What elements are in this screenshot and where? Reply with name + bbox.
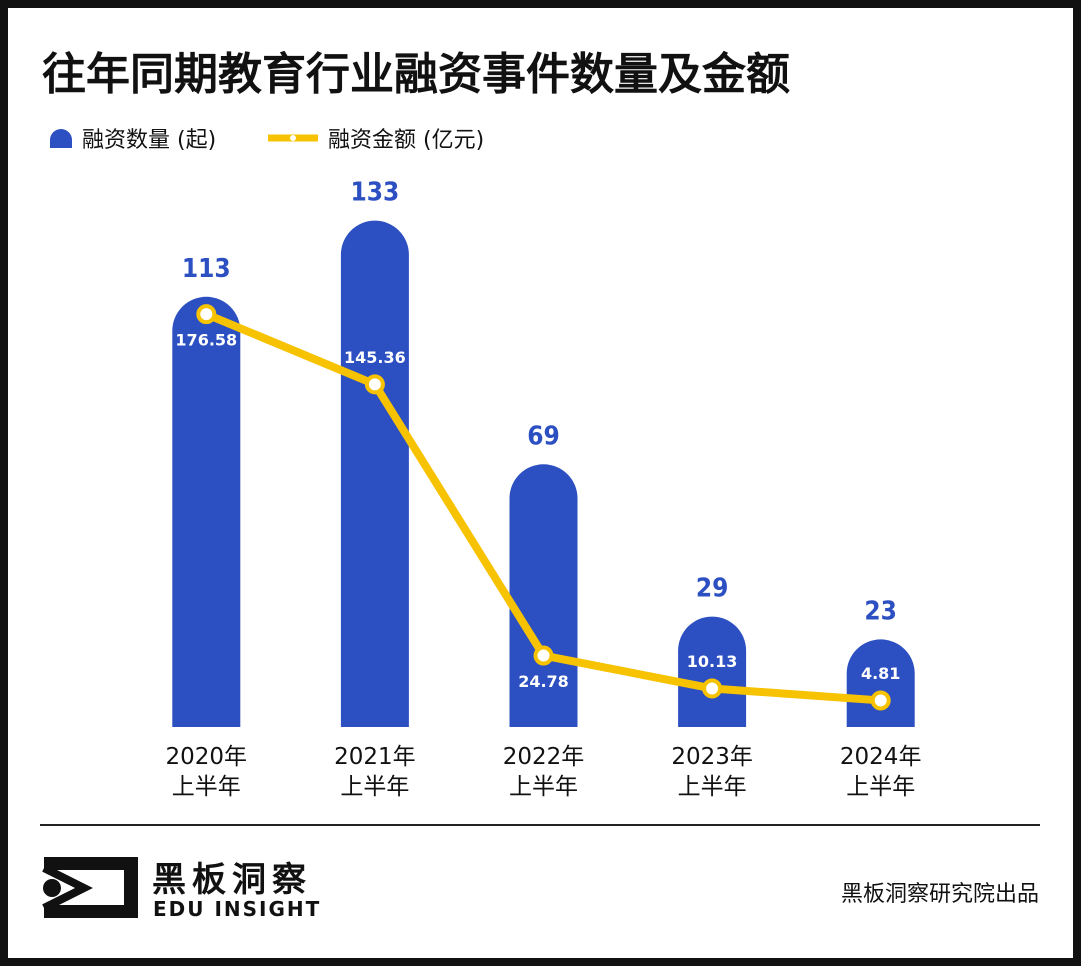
x-tick-label: 2024年 上半年 xyxy=(839,744,922,800)
bar xyxy=(340,220,409,727)
x-tick-label: 2022年 上半年 xyxy=(502,744,585,800)
bar-value-label: 133 xyxy=(350,178,399,208)
line-point xyxy=(702,678,723,699)
legend-swatch xyxy=(290,135,296,141)
line-value-label: 176.58 xyxy=(175,331,237,350)
bar-value-label: 29 xyxy=(696,574,729,604)
bar-value-label: 113 xyxy=(182,254,231,284)
logo-icon xyxy=(42,857,138,918)
x-tick-label: 2020年 上半年 xyxy=(165,744,248,800)
brand: 黑板洞察 xyxy=(152,860,312,900)
legend-label: 融资数量 (起) xyxy=(82,128,217,153)
x-tick-label: 2021年 上半年 xyxy=(334,744,416,800)
line-point xyxy=(364,374,385,395)
x-tick-label: 2023年 上半年 xyxy=(671,744,753,800)
line-value-label: 145.36 xyxy=(344,348,406,367)
line-value-label: 4.81 xyxy=(861,664,900,683)
bar-value-label: 69 xyxy=(527,421,560,451)
line-point xyxy=(870,690,891,711)
credit: 黑板洞察研究院出品 xyxy=(840,882,1039,907)
legend-swatch xyxy=(50,129,72,148)
chart-title: 往年同期教育行业融资事件数量及金额 xyxy=(42,49,790,100)
line-value-label: 10.13 xyxy=(687,652,738,671)
bar xyxy=(172,296,241,727)
bar xyxy=(846,639,915,727)
line-value-label: 24.78 xyxy=(518,672,569,691)
line-point xyxy=(533,645,554,666)
bar xyxy=(678,616,747,727)
bar-value-label: 23 xyxy=(864,596,897,626)
line-point xyxy=(196,304,217,325)
legend-label: 融资金额 (亿元) xyxy=(328,128,485,153)
brand-en: EDU INSIGHT xyxy=(153,897,322,921)
